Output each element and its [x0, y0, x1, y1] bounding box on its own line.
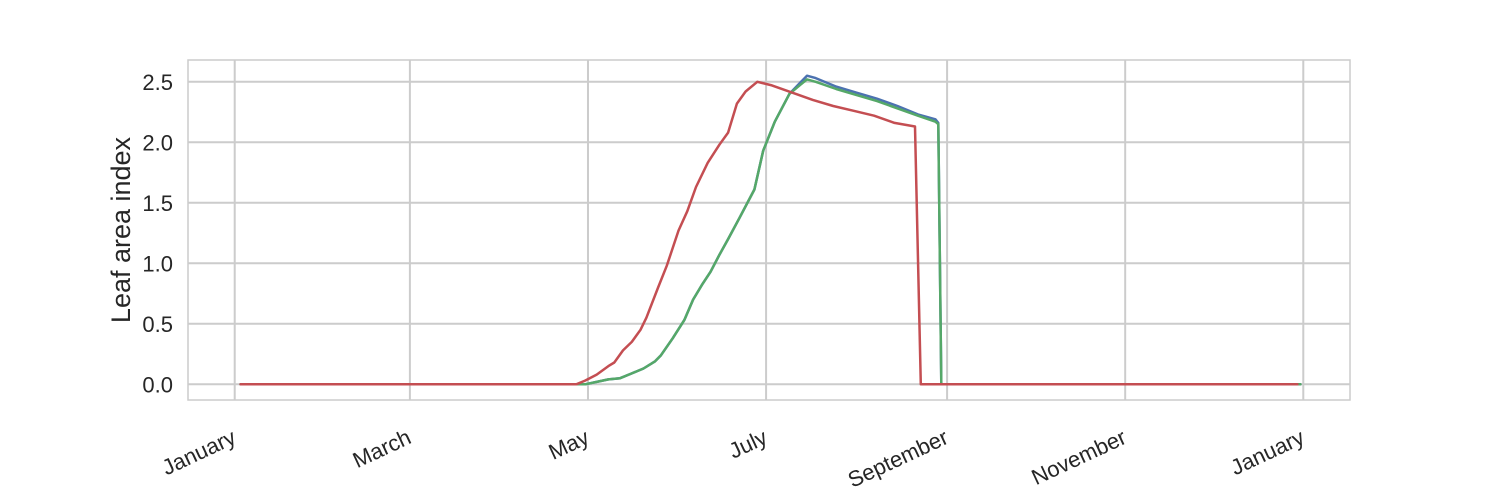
x-tick-label: September: [844, 424, 952, 492]
x-tick-label: November: [1028, 424, 1131, 490]
y-tick-label: 2.5: [142, 70, 173, 95]
x-tick-label: January: [1227, 424, 1309, 480]
x-tick-label: July: [725, 424, 771, 463]
plot-frame: [187, 59, 1351, 401]
y-tick-label: 0.5: [142, 312, 173, 337]
series-line-1: [239, 78, 1302, 386]
y-tick-label: 0.0: [142, 372, 173, 397]
series-line-2: [239, 80, 1299, 386]
x-tick-label: March: [349, 424, 415, 472]
series-line-0: [239, 74, 1302, 386]
y-axis-label: Leaf area index: [106, 136, 136, 323]
y-tick-label: 1.5: [142, 191, 173, 216]
series-lines: [239, 74, 1302, 386]
grid: [188, 60, 1350, 400]
x-tick-label: January: [158, 424, 240, 480]
x-axis-tick-labels: January March May July September November Janu…: [158, 424, 1308, 492]
y-tick-label: 2.0: [142, 130, 173, 155]
y-axis-tick-labels: 0.0 0.5 1.0 1.5 2.0 2.5: [142, 70, 173, 397]
y-tick-label: 1.0: [142, 251, 173, 276]
x-tick-label: May: [545, 424, 593, 464]
